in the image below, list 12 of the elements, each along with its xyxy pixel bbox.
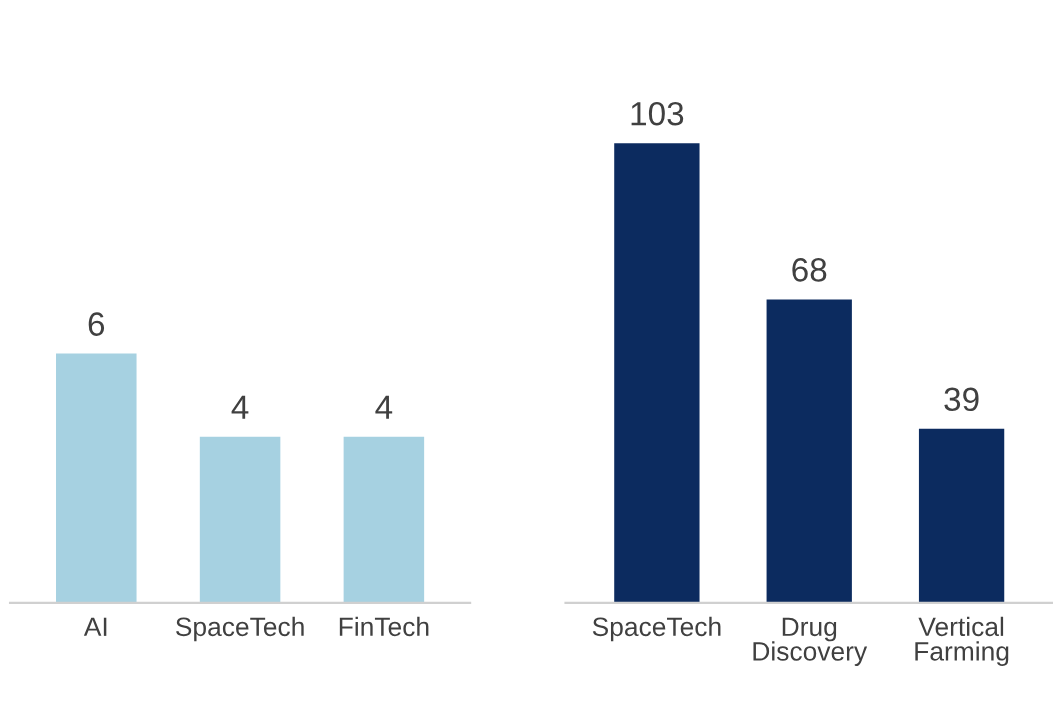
data-label: 4 (231, 395, 249, 419)
x-tick-label: Vertical Farming (915, 616, 1009, 666)
data-label: 103 (631, 101, 684, 126)
x-tick-label: SpaceTech (592, 616, 721, 642)
x-tick-label: Drug Discovery (753, 617, 868, 666)
data-label: 6 (88, 312, 105, 336)
data-label: 4 (375, 395, 393, 419)
x-tick-label: SpaceTech (176, 616, 304, 642)
x-tick-label: FinTech (339, 616, 429, 637)
data-label: 68 (792, 258, 827, 282)
data-label: 39 (944, 387, 979, 412)
x-tick-label: AI (83, 617, 107, 636)
